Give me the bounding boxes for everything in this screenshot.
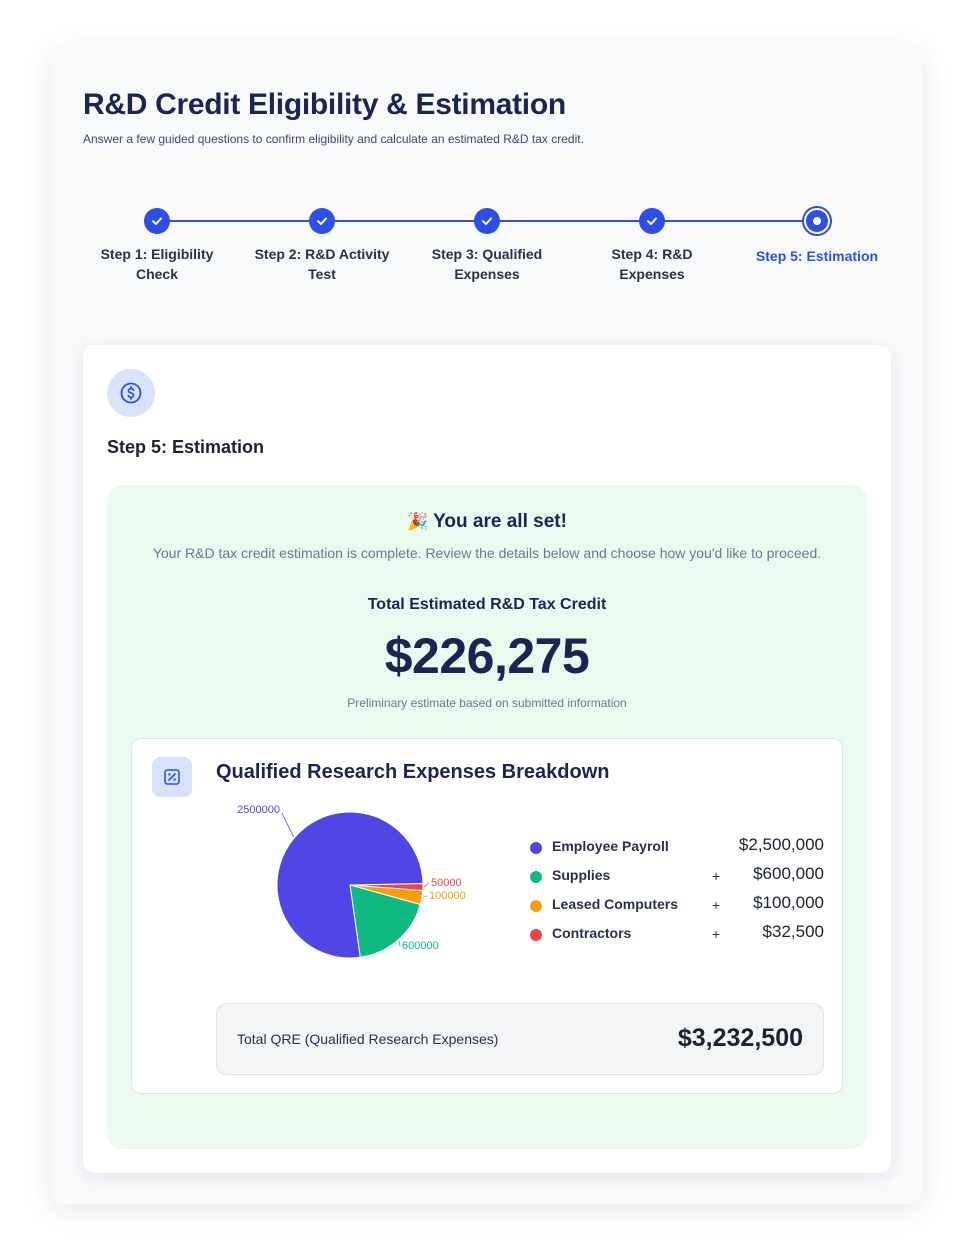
legend-item: Contractors + $32,500: [530, 922, 824, 951]
pie-slice-supplies: [349, 884, 421, 958]
legend-name: Contractors: [552, 925, 632, 941]
step-4[interactable]: Step 4: R&D Expenses: [582, 206, 722, 284]
credit-label: Total Estimated R&D Tax Credit: [367, 596, 607, 613]
legend-name: Leased Computers: [552, 896, 679, 912]
check-icon: [309, 208, 335, 234]
legend-value: $600,000: [753, 864, 824, 883]
legend-value: $32,500: [762, 922, 824, 941]
party-popper-icon: 🎉: [407, 512, 429, 531]
check-icon: [474, 208, 500, 234]
legend-dot: [530, 929, 542, 941]
pie-label-leader: [281, 812, 294, 838]
success-panel: 🎉 You are all set! Your R&D tax credit e…: [107, 485, 867, 1149]
legend-item: Leased Computers + $100,000: [530, 893, 824, 922]
total-qre-value: $3,232,500: [677, 1024, 803, 1052]
qre-title: Qualified Research Expenses Breakdown: [216, 761, 610, 783]
legend-dot: [530, 842, 542, 854]
check-icon: [639, 208, 665, 234]
legend-name: Employee Payroll: [552, 838, 669, 854]
step-5-label: Step 5: Estimation: [755, 248, 879, 264]
credit-note: Preliminary estimate based on submitted …: [347, 696, 627, 710]
page-container: R&D Credit Eligibility & Estimation Answ…: [51, 46, 923, 1204]
dollar-circle-icon: [107, 369, 155, 417]
page-title: R&D Credit Eligibility & Estimation: [83, 88, 566, 121]
pie-data-label: 100000: [429, 890, 466, 902]
total-qre-box: Total QRE (Qualified Research Expenses) …: [216, 1003, 824, 1075]
qre-legend: Employee Payroll $2,500,000 Supplies + $…: [530, 835, 824, 951]
card-title: Step 5: Estimation: [107, 437, 265, 457]
legend-item: Supplies + $600,000: [530, 864, 824, 893]
current-step-icon: [802, 206, 832, 236]
legend-plus: +: [712, 926, 721, 942]
percent-square-icon: [152, 757, 192, 797]
pie-data-label: 600000: [402, 940, 439, 952]
step-1[interactable]: Step 1: Eligibility Check: [87, 206, 227, 284]
credit-value: $226,275: [384, 628, 590, 684]
success-title: 🎉 You are all set!: [407, 511, 567, 532]
step-3-label: Step 3: Qualified Expenses: [431, 246, 543, 282]
check-icon: [144, 208, 170, 234]
step-4-label: Step 4: R&D Expenses: [611, 246, 693, 282]
qre-breakdown-card: Qualified Research Expenses Breakdown 50…: [131, 738, 843, 1094]
legend-plus: +: [712, 868, 721, 884]
legend-value: $2,500,000: [738, 835, 824, 854]
pie-label-leader: [422, 895, 428, 899]
legend-plus: +: [712, 897, 721, 913]
success-subtitle: Your R&D tax credit estimation is comple…: [152, 545, 822, 561]
step-5[interactable]: Step 5: Estimation: [747, 206, 887, 266]
page-subtitle: Answer a few guided questions to confirm…: [83, 132, 584, 146]
legend-item: Employee Payroll $2,500,000: [530, 835, 824, 864]
pie-slice-employee-payroll: [276, 811, 424, 959]
estimation-card: Step 5: Estimation 🎉 You are all set! Yo…: [83, 345, 891, 1173]
legend-value: $100,000: [753, 893, 824, 912]
legend-dot: [530, 871, 542, 883]
pie-label-leader: [423, 882, 430, 888]
pie-label-leader: [398, 940, 401, 947]
progress-stepper: Step 1: Eligibility Check Step 2: R&D Act…: [83, 206, 891, 296]
step-2[interactable]: Step 2: R&D Activity Test: [252, 206, 392, 284]
step-2-label: Step 2: R&D Activity Test: [254, 246, 390, 282]
total-qre-label: Total QRE (Qualified Research Expenses): [237, 1031, 499, 1047]
pie-data-label: 50000: [431, 877, 462, 889]
pie-data-label: 2500000: [237, 804, 280, 816]
step-3[interactable]: Step 3: Qualified Expenses: [417, 206, 557, 284]
legend-name: Supplies: [552, 867, 611, 883]
step-1-label: Step 1: Eligibility Check: [100, 246, 214, 282]
legend-dot: [530, 900, 542, 912]
